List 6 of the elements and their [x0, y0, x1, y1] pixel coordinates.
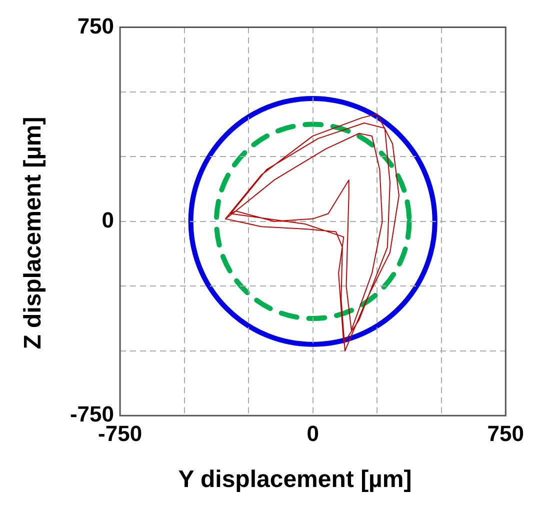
x-axis-title: Y displacement [µm] — [177, 466, 413, 494]
x-tick-label: 750 — [487, 420, 524, 446]
y-axis-title: Z displacement [µm] — [19, 116, 47, 350]
x-tick-label: 0 — [306, 420, 319, 446]
y-tick-label: 0 — [102, 207, 114, 232]
y-tick-label: 750 — [77, 13, 114, 38]
